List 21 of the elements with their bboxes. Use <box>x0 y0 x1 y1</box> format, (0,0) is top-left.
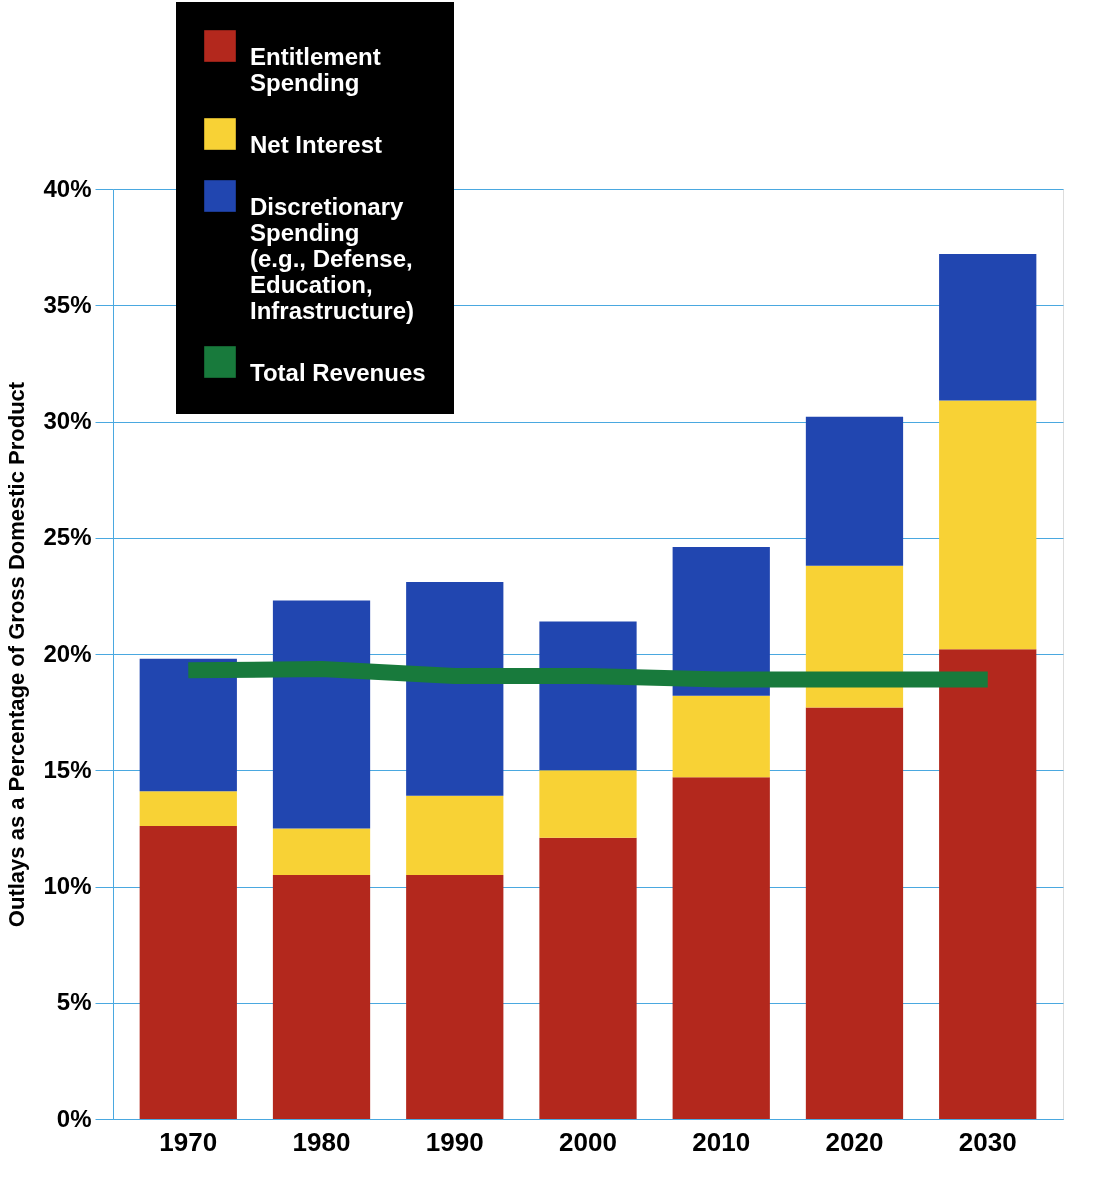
legend-label: Entitlement Spending <box>250 43 381 96</box>
legend-label: Discretionary Spending (e.g., Defense, Education, Infrastructure) <box>250 193 415 324</box>
y-tick-label: 25% <box>43 523 92 551</box>
y-tick-label: 0% <box>56 1104 92 1132</box>
y-tick-label: 5% <box>56 988 92 1016</box>
x-tick-label: 1990 <box>425 1126 484 1157</box>
x-tick-label: 1980 <box>292 1126 351 1157</box>
legend-label: Total Revenues <box>250 359 426 386</box>
y-tick-label: 30% <box>43 407 92 434</box>
x-tick-label: 2010 <box>692 1126 751 1157</box>
x-tick-label: 2020 <box>825 1126 884 1157</box>
x-tick-label: 2000 <box>559 1126 617 1157</box>
y-tick-label: 40% <box>43 174 92 202</box>
legend-label: Net Interest <box>250 131 383 158</box>
y-tick-label: 15% <box>43 755 92 783</box>
x-tick-label: 1970 <box>159 1126 218 1157</box>
y-axis-title: Outlays as a Percentage of Gross Domestic Product <box>4 381 30 928</box>
y-tick-label: 10% <box>43 872 92 899</box>
y-tick-label: 35% <box>43 290 92 318</box>
x-tick-label: 2030 <box>958 1126 1017 1157</box>
y-tick-label: 20% <box>43 639 92 667</box>
